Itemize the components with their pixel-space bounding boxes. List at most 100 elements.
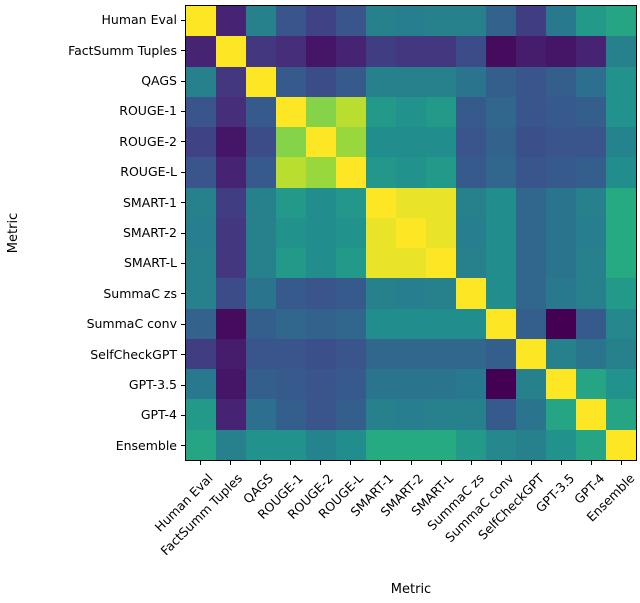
heatmap-cell bbox=[336, 369, 366, 400]
y-tick-label: SMART-1 bbox=[123, 194, 177, 210]
heatmap-cell bbox=[516, 248, 546, 279]
heatmap-cell bbox=[546, 429, 576, 460]
heatmap-cell bbox=[186, 338, 216, 370]
heatmap-cell bbox=[186, 187, 216, 218]
y-tick-mark bbox=[181, 354, 185, 356]
heatmap-cell bbox=[426, 338, 456, 370]
heatmap-cell bbox=[516, 308, 546, 339]
heatmap-cell bbox=[246, 248, 276, 279]
heatmap-cell bbox=[396, 127, 426, 158]
heatmap-cell bbox=[336, 338, 366, 370]
heatmap-cell bbox=[426, 278, 456, 309]
heatmap-cell bbox=[186, 308, 216, 339]
heatmap-cell bbox=[186, 6, 216, 37]
heatmap-cell bbox=[366, 369, 396, 400]
heatmap-cell bbox=[276, 36, 306, 67]
y-tick-label: Human Eval bbox=[101, 11, 177, 27]
heatmap-cell bbox=[366, 308, 396, 339]
heatmap-cell bbox=[576, 36, 606, 67]
heatmap-cell bbox=[306, 399, 336, 430]
heatmap-cell bbox=[456, 157, 486, 188]
heatmap-cell bbox=[606, 278, 636, 309]
heatmap-cell bbox=[306, 369, 336, 400]
heatmap-cell bbox=[546, 157, 576, 188]
y-tick-label: GPT-3.5 bbox=[128, 376, 177, 392]
heatmap-cell bbox=[546, 127, 576, 158]
heatmap-cell bbox=[426, 248, 456, 279]
heatmap-cell bbox=[546, 308, 576, 339]
heatmap-cell bbox=[396, 308, 426, 339]
heatmap-cell bbox=[246, 399, 276, 430]
heatmap-cell bbox=[276, 157, 306, 188]
heatmap-cell bbox=[606, 308, 636, 339]
heatmap-cell bbox=[216, 96, 246, 128]
heatmap-cell bbox=[576, 278, 606, 309]
heatmap-cell bbox=[396, 369, 426, 400]
heatmap-cell bbox=[486, 187, 516, 218]
heatmap-cell bbox=[576, 96, 606, 128]
heatmap-cell bbox=[486, 6, 516, 37]
heatmap-cell bbox=[456, 187, 486, 218]
heatmap-cell bbox=[246, 217, 276, 249]
heatmap-cell bbox=[456, 308, 486, 339]
heatmap-cell bbox=[426, 127, 456, 158]
y-tick-mark bbox=[181, 80, 185, 82]
heatmap-cell bbox=[426, 66, 456, 97]
heatmap-cell bbox=[186, 278, 216, 309]
heatmap-cell bbox=[306, 308, 336, 339]
heatmap-cell bbox=[486, 248, 516, 279]
heatmap-cell bbox=[246, 338, 276, 370]
heatmap-cell bbox=[306, 338, 336, 370]
y-axis-label: Metric bbox=[6, 212, 21, 254]
y-tick-mark bbox=[181, 293, 185, 295]
heatmap-cell bbox=[396, 36, 426, 67]
heatmap-cell bbox=[336, 157, 366, 188]
heatmap-cell bbox=[546, 6, 576, 37]
heatmap-cell bbox=[276, 338, 306, 370]
y-tick-mark bbox=[181, 141, 185, 143]
heatmap-cell bbox=[396, 278, 426, 309]
heatmap-cell bbox=[336, 399, 366, 430]
y-tick-label: ROUGE-1 bbox=[119, 103, 177, 119]
heatmap-cell bbox=[336, 248, 366, 279]
heatmap-cell bbox=[576, 308, 606, 339]
heatmap-cell bbox=[606, 369, 636, 400]
heatmap-cell bbox=[306, 278, 336, 309]
heatmap-cell bbox=[246, 308, 276, 339]
heatmap-cell bbox=[276, 96, 306, 128]
x-tick-mark bbox=[561, 461, 563, 465]
heatmap-cell bbox=[426, 6, 456, 37]
heatmap-cell bbox=[486, 338, 516, 370]
heatmap-cell bbox=[486, 369, 516, 400]
heatmap-cell bbox=[216, 66, 246, 97]
heatmap-cell bbox=[306, 36, 336, 67]
heatmap-cell bbox=[546, 36, 576, 67]
heatmap-cell bbox=[396, 157, 426, 188]
heatmap-cell bbox=[366, 66, 396, 97]
y-tick-mark bbox=[181, 171, 185, 173]
heatmap-cell bbox=[396, 217, 426, 249]
heatmap-cell bbox=[186, 429, 216, 460]
heatmap-cell bbox=[396, 187, 426, 218]
heatmap-cell bbox=[246, 6, 276, 37]
heatmap-cell bbox=[186, 248, 216, 279]
heatmap-cell bbox=[486, 66, 516, 97]
x-tick-mark bbox=[440, 461, 442, 465]
heatmap-cell bbox=[216, 429, 246, 460]
heatmap-cell bbox=[336, 96, 366, 128]
heatmap-cell bbox=[186, 157, 216, 188]
x-tick-mark bbox=[410, 461, 412, 465]
heatmap-cell bbox=[606, 96, 636, 128]
heatmap-cell bbox=[456, 338, 486, 370]
heatmap-cell bbox=[576, 127, 606, 158]
heatmap-cell bbox=[336, 308, 366, 339]
heatmap-cell bbox=[246, 187, 276, 218]
heatmap-cell bbox=[456, 6, 486, 37]
y-tick-label: SelfCheckGPT bbox=[90, 346, 177, 362]
heatmap-cell bbox=[336, 187, 366, 218]
heatmap-cell bbox=[276, 369, 306, 400]
heatmap-cell bbox=[546, 338, 576, 370]
heatmap-cell bbox=[456, 217, 486, 249]
heatmap-cell bbox=[186, 399, 216, 430]
